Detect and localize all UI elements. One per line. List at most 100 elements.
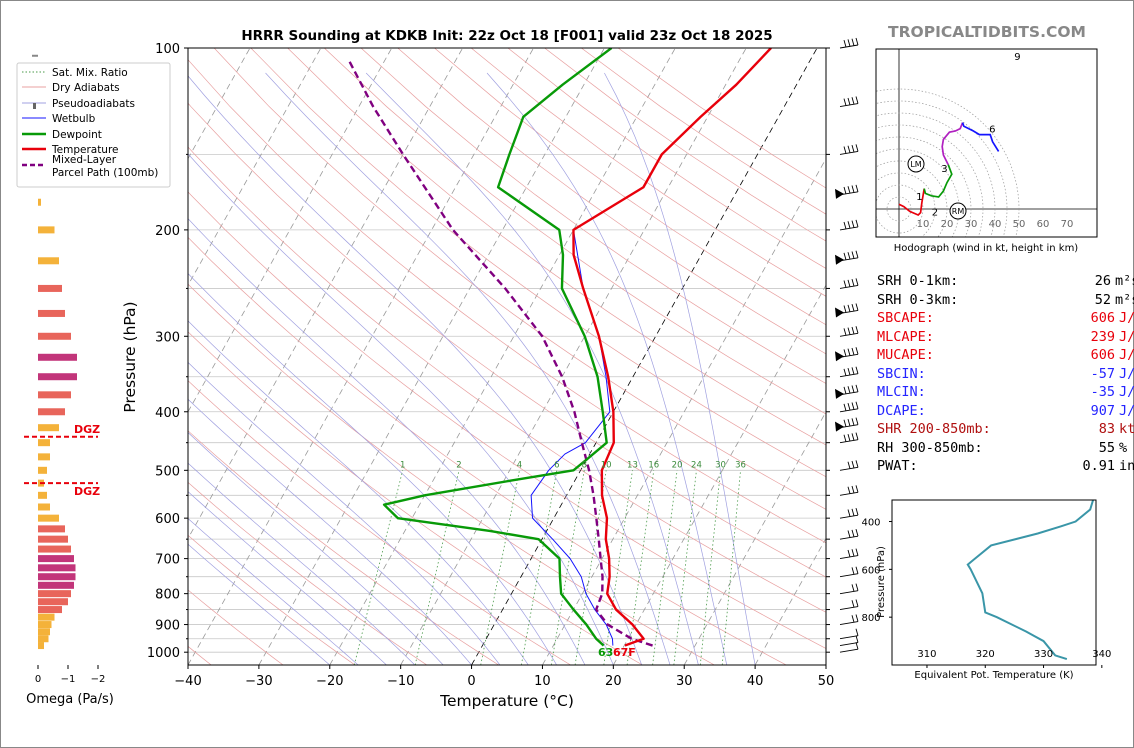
barb-feather	[855, 599, 859, 607]
pseudoadiabat	[188, 518, 359, 665]
pseudoadiabat	[188, 462, 416, 665]
barb-feather	[847, 486, 851, 494]
barb-feather	[851, 402, 855, 410]
barb-staff	[839, 491, 859, 496]
barb-feather	[855, 219, 859, 228]
theta-e-y-tick-label: 400	[861, 518, 880, 529]
hodograph-ring	[876, 172, 936, 237]
pseudoadiabat	[188, 543, 331, 665]
wind-barb	[835, 384, 859, 399]
parameter-label: DCAPE:	[877, 402, 926, 419]
omega-bar	[38, 590, 71, 598]
barb-feather	[851, 185, 855, 193]
surface-temperature-label: 67F	[613, 646, 636, 659]
omega-bar	[38, 628, 50, 636]
wind-barb	[839, 460, 859, 471]
parameter-unit: J/kg	[1119, 384, 1134, 400]
barb-feather	[843, 386, 847, 395]
theta-e-curve	[966, 500, 1095, 660]
barb-feather	[851, 567, 855, 575]
barb-feather	[851, 304, 855, 312]
omega-bar	[38, 555, 74, 563]
dry-adiabat	[434, 48, 826, 326]
parameter-unit: J/kg	[1119, 328, 1134, 345]
theta-e-ylabel: Pressure (hPa)	[876, 546, 887, 618]
parameter-row: PWAT: 0.91 in	[877, 457, 1134, 476]
parameter-value: 606	[1090, 347, 1115, 363]
hodograph-height-label: 6	[989, 124, 995, 135]
x-tick-label: −10	[387, 674, 414, 689]
parameter-row: SBCAPE: 606 J/kg	[877, 309, 1134, 328]
barb-feather	[855, 278, 859, 286]
x-tick-label: 30	[676, 674, 693, 689]
y-tick-label: 400	[155, 406, 180, 421]
pseudoadiabat	[188, 273, 557, 665]
mixing-ratio-label: 16	[648, 460, 659, 470]
dry-adiabat	[360, 48, 826, 384]
hodograph-height-label: 9	[1014, 52, 1020, 63]
hodograph-segment	[961, 122, 1000, 152]
barb-feather	[855, 628, 859, 636]
parameter-unit: m²s⁻²	[1115, 273, 1134, 289]
barb-feather	[851, 367, 855, 375]
barb-feather	[855, 303, 859, 311]
isotherm	[258, 48, 605, 665]
mixing-ratio-label: 1	[400, 460, 405, 470]
wind-barb	[835, 184, 859, 199]
mixing-ratio-line	[699, 470, 721, 665]
hodograph-ring	[876, 88, 1020, 237]
omega-bar	[38, 198, 41, 206]
barb-staff	[839, 590, 859, 595]
parameter-row: SHR 200-850mb: 83 kt	[877, 420, 1134, 439]
hodograph-caption: Hodograph (wind in kt, height in km)	[894, 243, 1079, 254]
isotherm	[188, 48, 534, 665]
barb-feather	[855, 384, 859, 392]
omega-bar	[38, 453, 50, 461]
omega-bar	[38, 353, 77, 361]
legend-label-cont: Parcel Path (100mb)	[52, 167, 158, 179]
barb-feather	[851, 615, 855, 623]
hodograph-height-label: 1	[916, 192, 922, 203]
wind-barb	[835, 417, 859, 432]
theta-e-y-tick-label: 600	[861, 565, 880, 576]
mixing-ratio-label: 20	[672, 460, 683, 470]
x-tick-label: 10	[534, 674, 551, 689]
omega-tick-label: 0	[35, 674, 41, 685]
y-tick-label: 700	[155, 553, 180, 568]
omega-bar	[38, 606, 62, 614]
wind-barb	[839, 599, 859, 610]
omega-bar	[38, 613, 55, 621]
barb-feather	[847, 97, 851, 106]
parameter-row: MUCAPE: 606 J/kg	[877, 346, 1134, 365]
mixing-ratio-line	[721, 470, 741, 665]
parameter-value: -57	[1090, 365, 1115, 382]
barb-feather	[851, 251, 855, 259]
y-tick-label: 100	[155, 42, 180, 57]
barb-feather	[855, 96, 859, 104]
omega-bar	[38, 332, 71, 340]
omega-tick-label: −1	[61, 674, 76, 685]
barb-feather	[843, 146, 847, 154]
mixing-ratio-label: 24	[691, 460, 702, 470]
parameter-unit: %	[1119, 439, 1128, 456]
barb-staff	[839, 514, 859, 519]
barb-feather	[843, 328, 847, 336]
hodograph-ring-label: 60	[1037, 219, 1050, 230]
hodograph-ring-label: 40	[989, 219, 1002, 230]
hodograph-ring-label: 30	[965, 219, 978, 230]
omega-bar	[38, 424, 59, 432]
barb-feather	[847, 348, 851, 356]
omega-bar	[38, 503, 50, 511]
series-temperature	[572, 48, 772, 647]
x-tick-label: 40	[747, 674, 764, 689]
omega-bar	[38, 525, 65, 533]
barb-feather	[855, 366, 859, 374]
parameter-value: 55	[1098, 439, 1115, 456]
wind-barb	[835, 250, 859, 265]
parameter-unit: J/kg	[1119, 402, 1134, 419]
barb-staff	[839, 648, 859, 653]
watermark: TROPICALTIDBITS.COM	[888, 23, 1086, 41]
pseudoadiabat	[188, 491, 387, 665]
mixing-ratio-line	[520, 470, 558, 665]
barb-feather	[847, 418, 851, 427]
